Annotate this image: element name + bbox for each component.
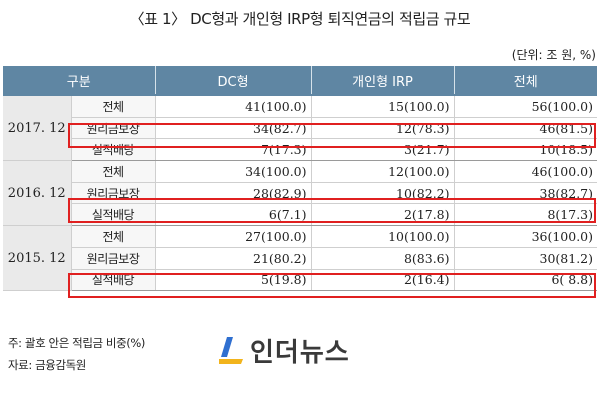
header-category: 구분 [3, 66, 156, 96]
table-title: 〈표 1〉 DC형과 개인형 IRP형 퇴직연금의 적립금 규모 [129, 10, 471, 28]
logo-mark-icon [218, 335, 244, 365]
table-row: 원리금보장 34(82.7) 12(78.3) 46(81.5) [3, 117, 598, 140]
logo-text: 인더뉴스 [250, 337, 350, 368]
publisher-logo: 인더뉴스 [218, 330, 350, 370]
row-label: 전체 [71, 160, 156, 183]
row-label: 원리금보장 [71, 182, 156, 205]
irp-value: 12(78.3) [311, 117, 455, 140]
source-note: 자료: 금융감독원 [8, 358, 86, 372]
total-value: 10(18.5) [454, 138, 598, 162]
year-cell: 2017. 12 [3, 95, 72, 162]
dc-value: 27(100.0) [155, 225, 312, 248]
irp-value: 12(100.0) [311, 160, 455, 183]
year-cell: 2015. 12 [3, 225, 72, 292]
row-label: 전체 [71, 225, 156, 248]
table-row: 실적배당 6(7.1) 2(17.8) 8(17.3) [3, 203, 598, 227]
row-label: 원리금보장 [71, 117, 156, 140]
dc-value: 5(19.8) [155, 269, 312, 292]
total-value: 36(100.0) [454, 225, 598, 248]
dc-value: 34(100.0) [155, 160, 312, 183]
header-irp: 개인형 IRP [311, 66, 455, 96]
irp-value: 2(16.4) [311, 269, 455, 292]
total-value: 38(82.7) [454, 182, 598, 205]
row-label: 실적배당 [71, 269, 156, 292]
dc-value: 41(100.0) [155, 95, 312, 118]
pension-table: 구분 DC형 개인형 IRP 전체 2017. 12 전체 41(100.0) … [3, 66, 598, 292]
irp-value: 2(17.8) [311, 203, 455, 227]
table-row: 실적배당 7(17.3) 3(21.7) 10(18.5) [3, 138, 598, 162]
table-row: 2016. 12 전체 34(100.0) 12(100.0) 46(100.0… [3, 160, 598, 227]
unit-label: (단위: 조 원, %) [511, 48, 596, 62]
dc-value: 21(80.2) [155, 247, 312, 270]
dc-value: 7(17.3) [155, 138, 312, 162]
row-label: 전체 [71, 95, 156, 118]
irp-value: 3(21.7) [311, 138, 455, 162]
table-row: 원리금보장 21(80.2) 8(83.6) 30(81.2) [3, 247, 598, 270]
table-row: 실적배당 5(19.8) 2(16.4) 6( 8.8) [3, 269, 598, 292]
header-total: 전체 [454, 66, 598, 96]
table-row: 2017. 12 전체 41(100.0) 15(100.0) 56(100.0… [3, 95, 598, 162]
row-label: 실적배당 [71, 203, 156, 227]
total-value: 56(100.0) [454, 95, 598, 118]
table-row: 2015. 12 전체 27(100.0) 10(100.0) 36(100.0… [3, 225, 598, 292]
row-label: 실적배당 [71, 138, 156, 162]
year-cell: 2016. 12 [3, 160, 72, 227]
total-value: 6( 8.8) [454, 269, 598, 292]
dc-value: 6(7.1) [155, 203, 312, 227]
dc-value: 28(82.9) [155, 182, 312, 205]
irp-value: 10(82.2) [311, 182, 455, 205]
footnote: 주: 괄호 안은 적립금 비중(%) [8, 336, 145, 350]
dc-value: 34(82.7) [155, 117, 312, 140]
table-row: 원리금보장 28(82.9) 10(82.2) 38(82.7) [3, 182, 598, 205]
header-dc: DC형 [155, 66, 312, 96]
total-value: 8(17.3) [454, 203, 598, 227]
total-value: 30(81.2) [454, 247, 598, 270]
total-value: 46(100.0) [454, 160, 598, 183]
row-label: 원리금보장 [71, 247, 156, 270]
total-value: 46(81.5) [454, 117, 598, 140]
irp-value: 15(100.0) [311, 95, 455, 118]
irp-value: 8(83.6) [311, 247, 455, 270]
irp-value: 10(100.0) [311, 225, 455, 248]
header-row: 구분 DC형 개인형 IRP 전체 [3, 66, 598, 96]
